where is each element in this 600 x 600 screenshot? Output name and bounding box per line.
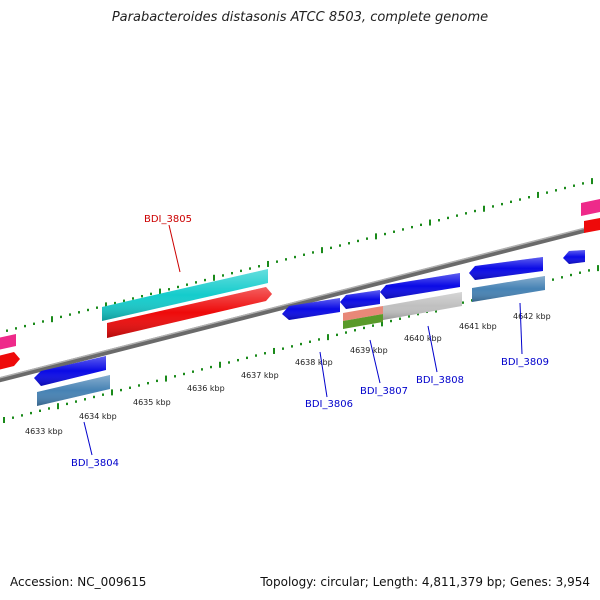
- tick-label: 4634 kbp: [79, 412, 117, 421]
- upper-tick-track: [6, 178, 593, 332]
- tick-label: 4637 kbp: [241, 371, 279, 380]
- tick-label: 4633 kbp: [25, 427, 63, 436]
- gene-label-bdi3809[interactable]: BDI_3809: [501, 357, 549, 368]
- reverse-strand-genes: [0, 276, 545, 406]
- scale-labels: 4633 kbp 4634 kbp 4635 kbp 4636 kbp 4637…: [25, 312, 551, 436]
- forward-strand-genes: [102, 199, 600, 338]
- gene-label-bdi3807[interactable]: BDI_3807: [360, 386, 408, 397]
- gene-edge-pink[interactable]: [581, 199, 600, 216]
- tick-label: 4640 kbp: [404, 334, 442, 343]
- map-title: Parabacteroides distasonis ATCC 8503, co…: [111, 10, 489, 25]
- gene-bdi3807-rna-salmon[interactable]: [343, 306, 383, 321]
- tick-label: 4636 kbp: [187, 384, 225, 393]
- gene-edge-red[interactable]: [584, 218, 600, 233]
- gene-label-leaders: [83, 224, 523, 456]
- tick-label: 4638 kbp: [295, 358, 333, 367]
- gene-edge-left-red[interactable]: [0, 352, 20, 370]
- tick-label: 4639 kbp: [350, 346, 388, 355]
- gene-label-bdi3804[interactable]: BDI_3804: [71, 458, 119, 469]
- genome-backbone: [0, 223, 600, 383]
- gene-label-bdi3806[interactable]: BDI_3806: [305, 399, 353, 410]
- tick-label: 4635 kbp: [133, 398, 171, 407]
- topology-text: Topology: circular; Length: 4,811,379 bp…: [260, 575, 590, 589]
- gene-label-bdi3805[interactable]: BDI_3805: [144, 214, 192, 225]
- tick-label: 4642 kbp: [513, 312, 551, 321]
- gene-labels: BDI_3805 BDI_3804 BDI_3806 BDI_3807 BDI_…: [71, 214, 549, 469]
- gene-bdi3807-rna-green[interactable]: [343, 314, 383, 329]
- gene-label-bdi3808[interactable]: BDI_3808: [416, 375, 464, 386]
- tick-label: 4641 kbp: [459, 322, 497, 331]
- gene-edge-left-pink[interactable]: [0, 334, 16, 350]
- accession-text: Accession: NC_009615: [10, 575, 147, 589]
